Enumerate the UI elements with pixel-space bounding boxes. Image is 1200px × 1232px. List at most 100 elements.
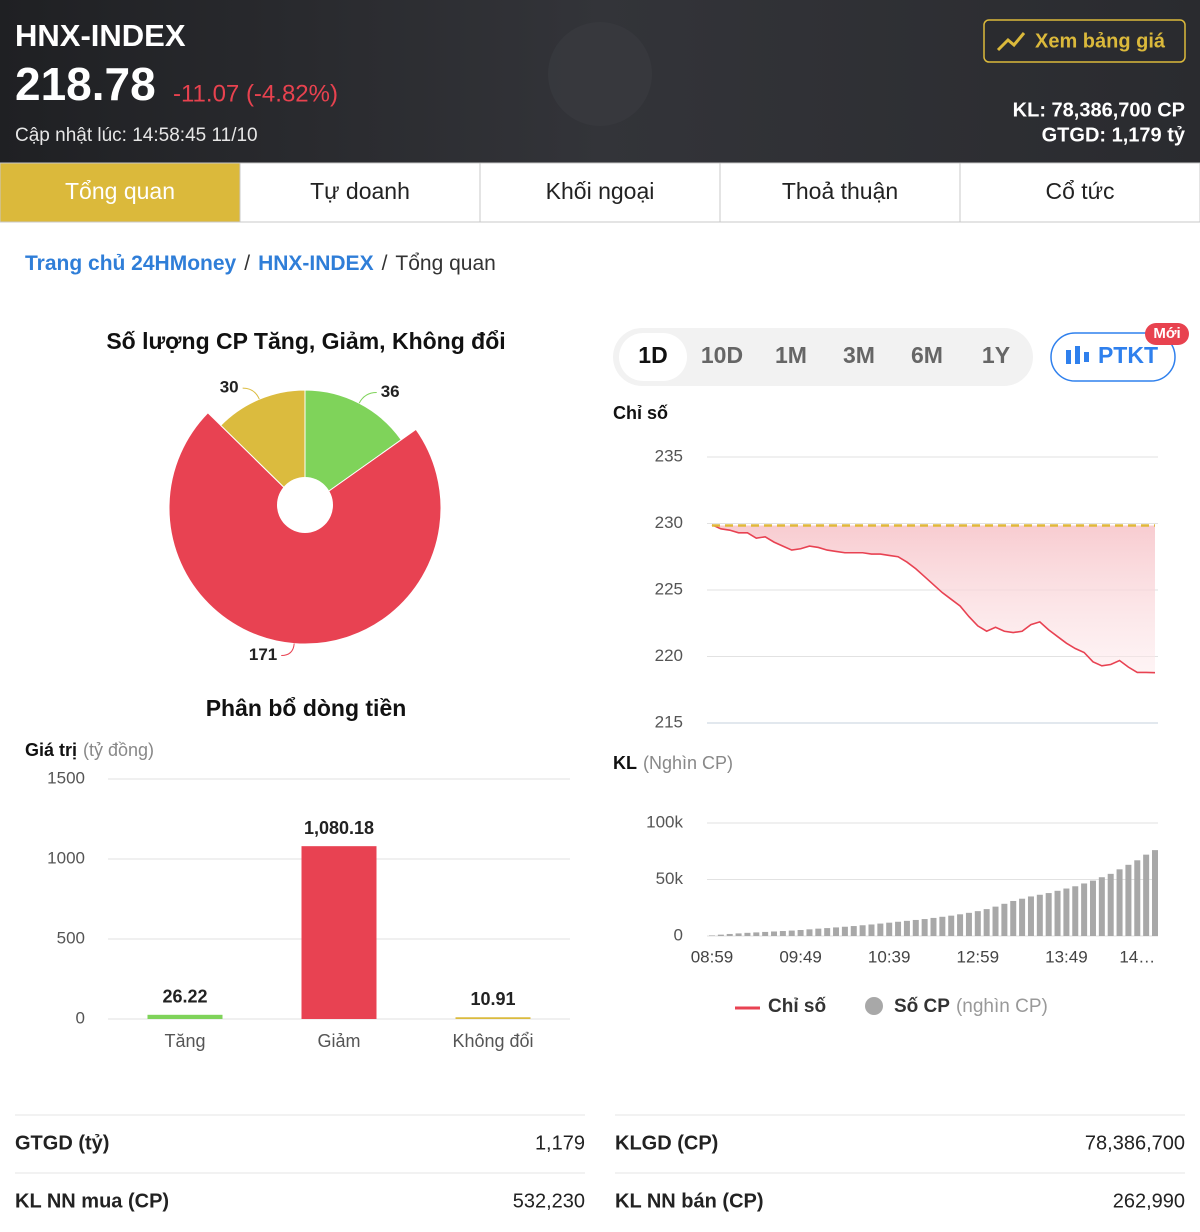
period-button[interactable]: 1M bbox=[775, 342, 807, 368]
volume-bar bbox=[974, 911, 981, 936]
volume-bar bbox=[735, 933, 742, 936]
volume-bar bbox=[1152, 850, 1158, 936]
period-button[interactable]: 1D bbox=[638, 342, 667, 368]
chart-title: Số lượng CP Tăng, Giảm, Không đổi bbox=[106, 328, 505, 354]
breadcrumb-link[interactable]: HNX-INDEX bbox=[258, 252, 374, 275]
y-tick-label: 215 bbox=[655, 712, 683, 731]
volume-bar bbox=[1081, 883, 1088, 936]
tab[interactable] bbox=[959, 162, 1200, 223]
badge-label: Mới bbox=[1153, 325, 1180, 342]
legend-name[interactable]: Số CP bbox=[894, 996, 950, 1017]
x-tick-label: Giảm bbox=[317, 1031, 360, 1051]
volume-bar bbox=[868, 924, 875, 936]
button-label[interactable]: Xem bảng giá bbox=[1035, 30, 1166, 52]
x-tick-label: 12:59 bbox=[957, 947, 1000, 966]
breadcrumb-separator: / bbox=[382, 252, 388, 275]
volume-bar bbox=[1098, 877, 1105, 936]
volume-bar bbox=[744, 932, 751, 936]
period-button[interactable]: 1Y bbox=[982, 342, 1010, 368]
volume-bar bbox=[1072, 886, 1079, 936]
volume-bar bbox=[797, 930, 804, 936]
pie-hole bbox=[277, 477, 333, 533]
period-button[interactable]: 10D bbox=[701, 342, 743, 368]
volume-bar bbox=[921, 919, 928, 936]
x-tick-label: Tăng bbox=[164, 1031, 205, 1051]
total-value: GTGD: 1,179 tỷ bbox=[1042, 124, 1186, 146]
tab-label[interactable]: Thoả thuận bbox=[782, 178, 898, 204]
axis-title: KL bbox=[613, 753, 637, 773]
volume-bar bbox=[788, 930, 795, 936]
legend-entry[interactable]: Chỉ số bbox=[768, 996, 826, 1017]
data-label: 26.22 bbox=[162, 987, 207, 1007]
stat-label: GTGD (tỷ) bbox=[15, 1132, 109, 1154]
header-logo bbox=[548, 22, 652, 126]
area bbox=[712, 524, 1155, 673]
tab-label[interactable]: Khối ngoại bbox=[546, 178, 655, 204]
volume-bar bbox=[1019, 898, 1026, 936]
data-label: 171 bbox=[249, 645, 277, 664]
stat-label: KL NN bán (CP) bbox=[615, 1190, 764, 1212]
tab-label[interactable]: Tự doanh bbox=[310, 178, 410, 204]
tab-label[interactable]: Tổng quan bbox=[65, 178, 175, 204]
legend-unit[interactable]: (nghìn CP) bbox=[956, 996, 1048, 1017]
volume-bar bbox=[841, 926, 848, 936]
stat-value: 262,990 bbox=[1113, 1190, 1185, 1212]
breadcrumb-link[interactable]: Trang chủ 24HMoney bbox=[25, 252, 237, 275]
axis-label: KL (Nghìn CP) bbox=[613, 753, 733, 773]
y2-tick-label: 100k bbox=[646, 812, 683, 831]
legend-entry[interactable]: Số CP (nghìn CP) bbox=[894, 996, 1048, 1017]
volume-bar bbox=[948, 915, 955, 936]
volume-bar bbox=[877, 923, 884, 936]
period-active[interactable] bbox=[619, 333, 687, 381]
axis-unit: (Nghìn CP) bbox=[643, 753, 733, 773]
bar bbox=[147, 1014, 223, 1019]
stat-label: KL NN mua (CP) bbox=[15, 1190, 169, 1212]
candle bbox=[1075, 346, 1080, 364]
axis-label: Giá trị (tỷ đồng) bbox=[25, 740, 154, 760]
data-label: 10.91 bbox=[470, 989, 515, 1009]
ptkt-button[interactable] bbox=[1050, 332, 1176, 382]
volume-bar bbox=[1143, 854, 1150, 936]
volume-bar bbox=[1107, 873, 1114, 936]
tab[interactable] bbox=[479, 162, 721, 223]
volume-bar bbox=[753, 932, 760, 936]
period-button[interactable]: 3M bbox=[843, 342, 875, 368]
y-tick-label: 230 bbox=[655, 513, 683, 532]
ptkt-label[interactable]: PTKT bbox=[1098, 342, 1158, 368]
data-label: 1,080.18 bbox=[304, 818, 374, 838]
ptkt-icon bbox=[1066, 346, 1089, 364]
label-connector bbox=[358, 392, 377, 404]
breadcrumb-separator: / bbox=[244, 252, 250, 275]
volume-bar bbox=[1010, 900, 1017, 936]
total-volume: KL: 78,386,700 CP bbox=[1013, 99, 1185, 121]
stat-value: 78,386,700 bbox=[1085, 1132, 1185, 1154]
pie-slice bbox=[304, 389, 402, 509]
button-frame[interactable] bbox=[983, 19, 1186, 63]
trend-icon bbox=[996, 32, 1026, 52]
tab[interactable] bbox=[719, 162, 961, 223]
x-tick-label: Không đổi bbox=[452, 1031, 533, 1051]
candle bbox=[1084, 352, 1089, 362]
tab-label[interactable]: Cổ tức bbox=[1045, 178, 1114, 204]
period-button[interactable]: 6M bbox=[911, 342, 943, 368]
y2-tick-label: 50k bbox=[656, 869, 684, 888]
x-tick-label: 08:59 bbox=[691, 947, 734, 966]
volume-bar bbox=[1036, 894, 1043, 936]
volume-bar bbox=[1116, 869, 1123, 936]
price-board-button[interactable]: Xem bảng giá bbox=[983, 19, 1186, 63]
tab[interactable] bbox=[239, 162, 481, 223]
volume-bar bbox=[939, 916, 946, 936]
volume-bar bbox=[1063, 888, 1070, 936]
index-change: -11.07 (-4.82%) bbox=[173, 80, 338, 107]
volume-bar bbox=[1001, 903, 1008, 936]
volume-bar bbox=[762, 931, 769, 936]
volume-bar bbox=[726, 933, 733, 936]
axis-title: Giá trị bbox=[25, 740, 77, 760]
legend-name[interactable]: Chỉ số bbox=[768, 996, 826, 1017]
candle bbox=[1066, 350, 1071, 364]
period-selector bbox=[613, 328, 1033, 386]
pie-slice bbox=[220, 389, 306, 510]
x-tick-label: 10:39 bbox=[868, 947, 911, 966]
volume-bar bbox=[965, 912, 972, 936]
